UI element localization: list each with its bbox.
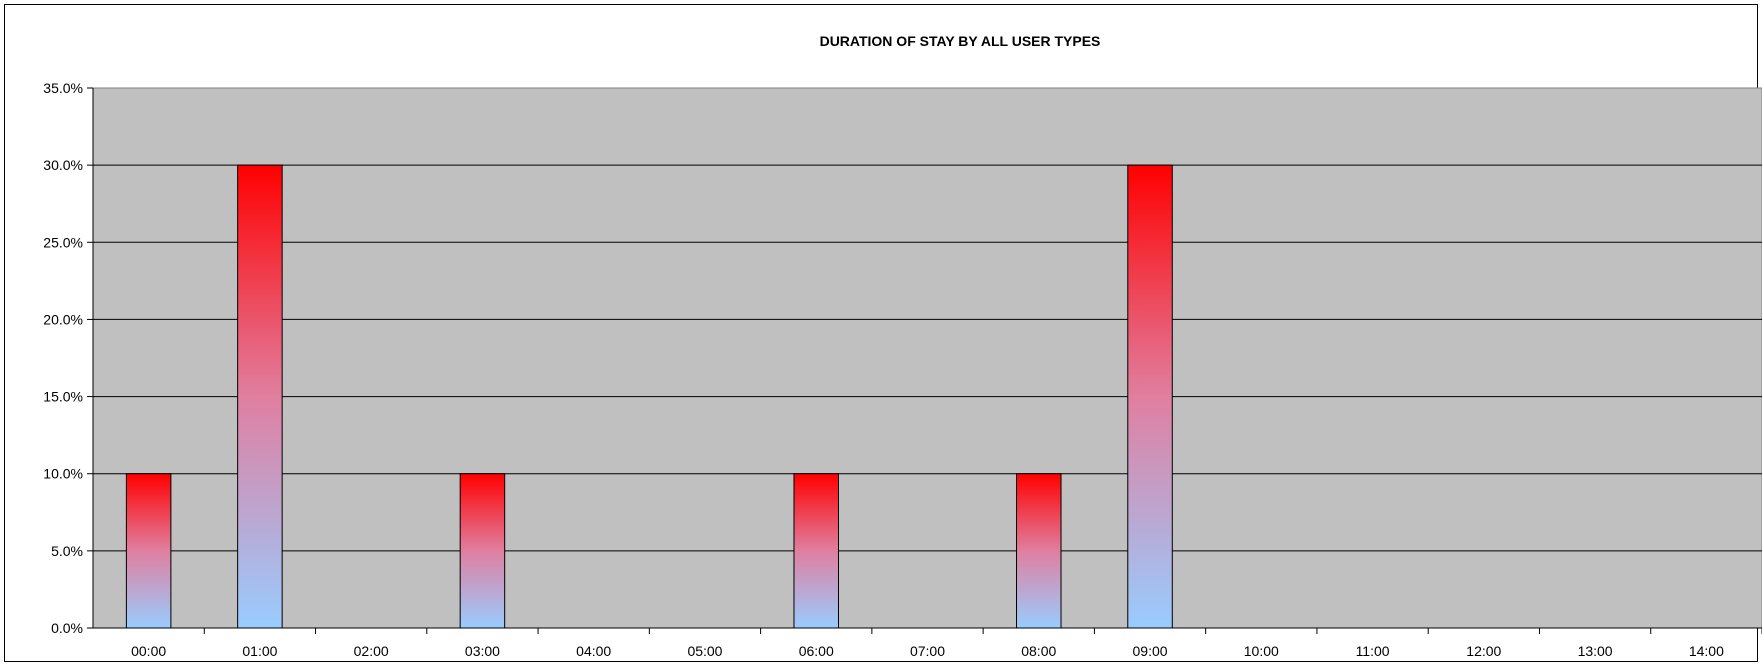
y-tick-label: 20.0% bbox=[43, 311, 83, 327]
x-tick-label: 01:00 bbox=[242, 643, 277, 659]
x-tick-label: 02:00 bbox=[354, 643, 389, 659]
bar-03-00 bbox=[459, 473, 506, 629]
x-tick-label: 03:00 bbox=[465, 643, 500, 659]
y-tick-label: 5.0% bbox=[51, 543, 83, 559]
bar-06-00 bbox=[793, 473, 839, 629]
y-tick-label: 15.0% bbox=[43, 389, 83, 405]
bar-01-00 bbox=[237, 164, 283, 629]
y-axis: 0.0% 5.0% 10.0% 15.0% 20.0% 25.0% 30.0% 35.0% bbox=[43, 80, 94, 636]
chart-title: DURATION OF STAY BY ALL USER TYPES bbox=[820, 33, 1101, 49]
y-tick-label: 30.0% bbox=[43, 157, 83, 173]
y-tick-label: 25.0% bbox=[43, 234, 83, 250]
x-tick-label: 11:00 bbox=[1356, 643, 1390, 659]
bar-08-00 bbox=[1016, 473, 1062, 629]
x-tick-label: 04:00 bbox=[576, 643, 611, 659]
x-tick-label: 14:00 bbox=[1689, 643, 1724, 659]
bar-00-00 bbox=[125, 473, 172, 629]
gridlines bbox=[93, 164, 1762, 552]
x-tick-label: 06:00 bbox=[799, 643, 834, 659]
y-tick-label: 0.0% bbox=[51, 620, 83, 636]
x-tick-label: 13:00 bbox=[1578, 643, 1613, 659]
bar-09-00 bbox=[1127, 164, 1173, 629]
x-tick-label: 08:00 bbox=[1021, 643, 1056, 659]
y-tick-label: 35.0% bbox=[43, 80, 83, 96]
x-tick-label: 07:00 bbox=[910, 643, 945, 659]
x-tick-label: 09:00 bbox=[1133, 643, 1168, 659]
x-tick-label: 00:00 bbox=[131, 643, 166, 659]
x-axis: 00:00 01:00 02:00 03:00 04:00 05:00 06:00 07:00… bbox=[93, 627, 1762, 659]
x-tick-label: 05:00 bbox=[687, 643, 722, 659]
x-tick-label: 12:00 bbox=[1466, 643, 1501, 659]
x-tick-label: 10:00 bbox=[1244, 643, 1279, 659]
bars bbox=[125, 164, 1173, 629]
plot-area bbox=[92, 87, 1762, 629]
y-tick-label: 10.0% bbox=[43, 466, 83, 482]
